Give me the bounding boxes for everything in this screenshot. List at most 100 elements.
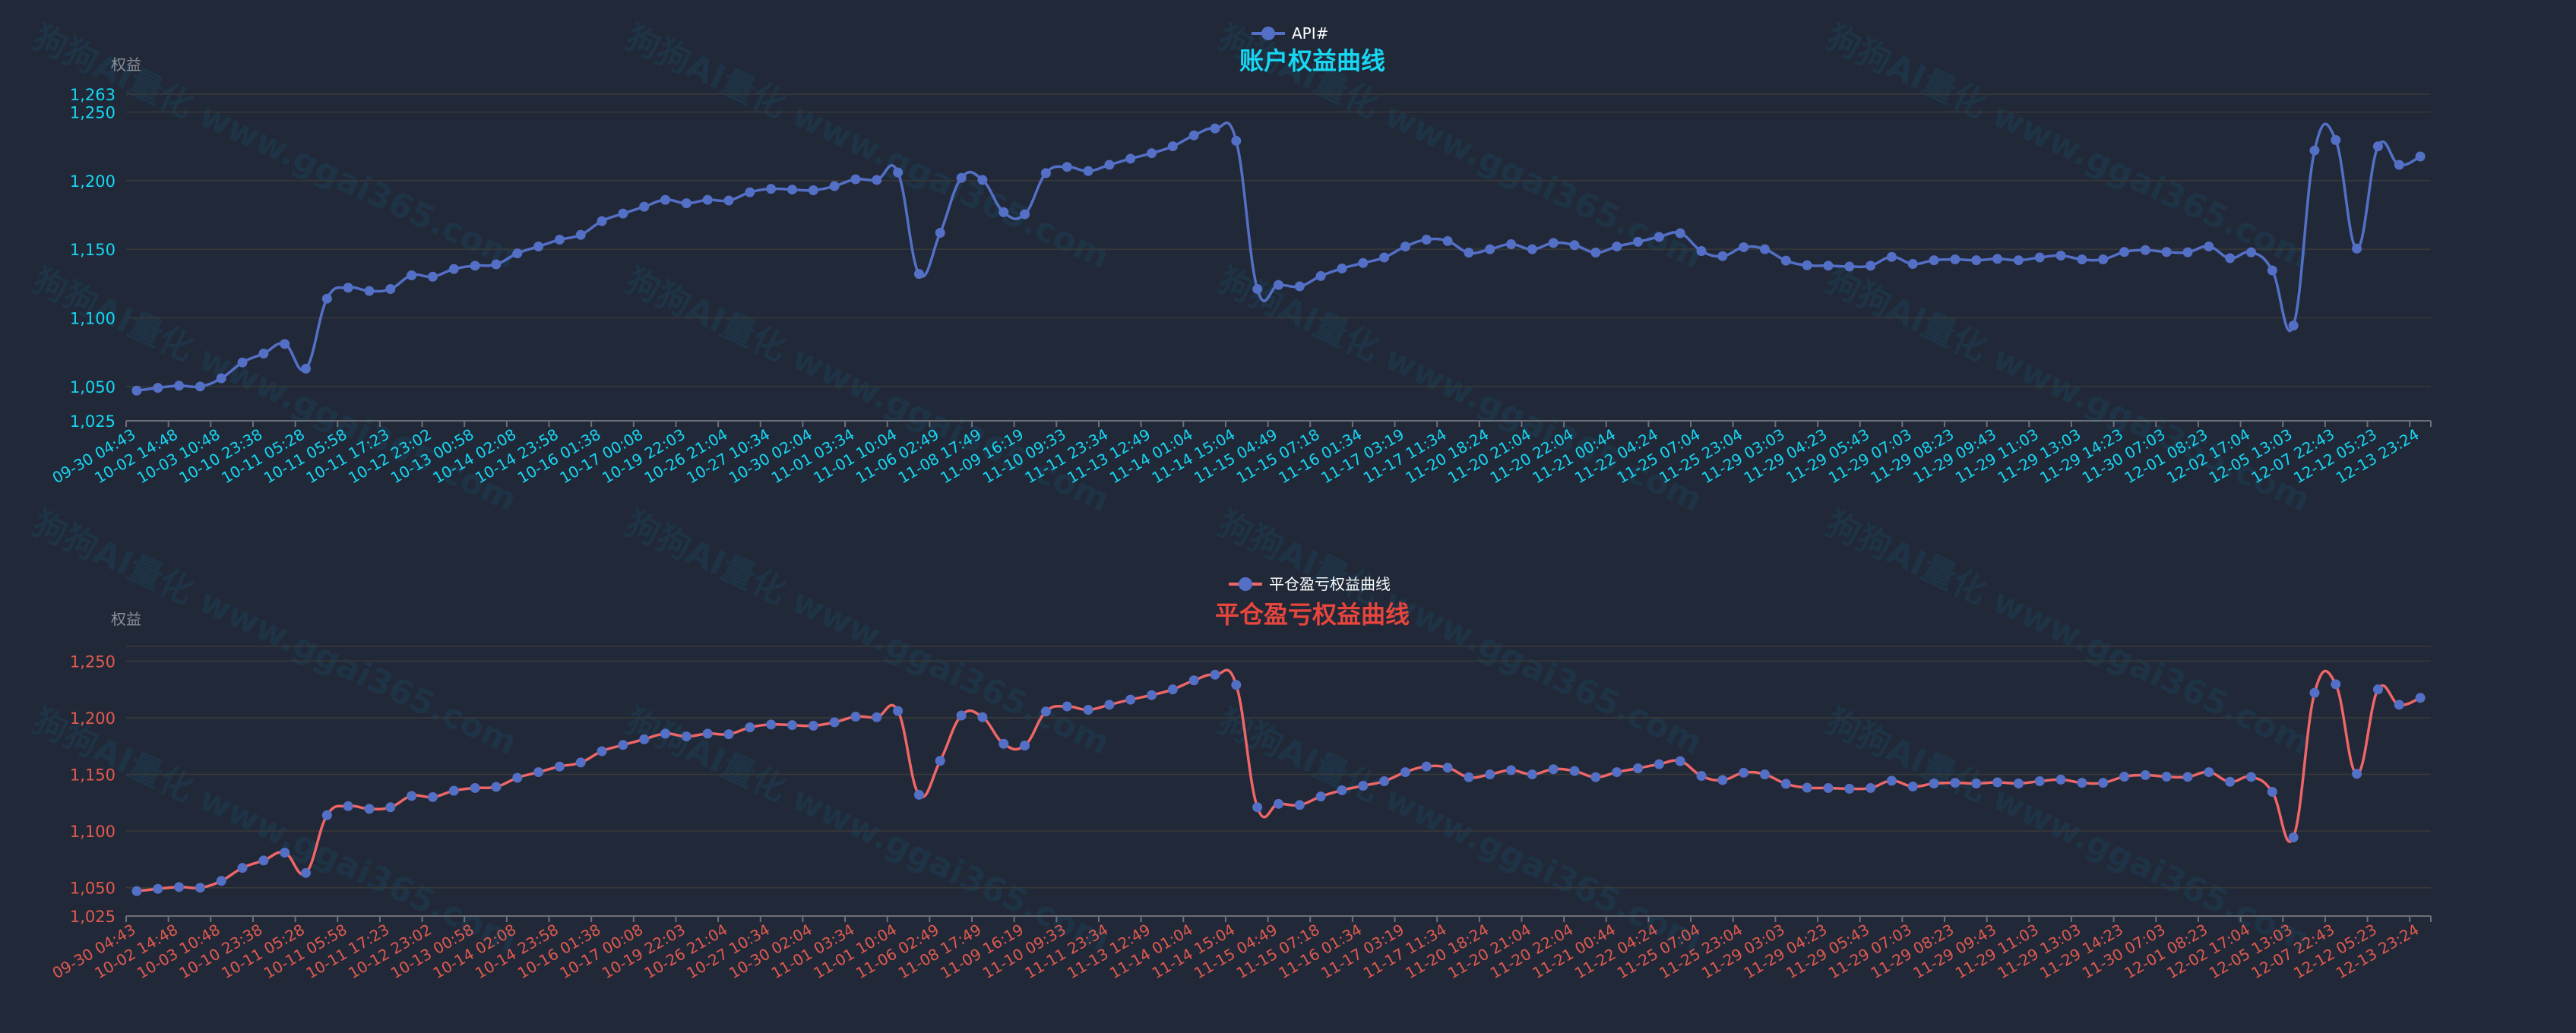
data-point [2288,321,2299,331]
data-point [1167,684,1178,695]
data-point [1379,776,1390,786]
data-point [385,284,396,295]
data-point [321,810,332,820]
top-legend-label: API# [1292,24,1328,43]
data-point [2331,679,2341,690]
data-point [1188,130,1199,141]
data-point [2352,243,2362,254]
data-point [195,381,205,392]
data-point [533,767,544,778]
data-point [787,720,798,731]
data-point [1506,765,1517,776]
data-point [1147,148,1157,159]
data-point [1569,240,1580,251]
data-point [1844,783,1855,794]
data-point [1274,280,1283,290]
data-point [2161,247,2172,257]
data-point [723,195,734,206]
data-point [1167,141,1178,152]
data-point [2309,145,2320,156]
data-point [1675,228,1685,239]
data-point [2140,245,2150,255]
data-point [2119,247,2130,257]
data-point [1210,669,1220,680]
data-point [1252,284,1263,295]
watermark-text: 狗狗AI量化 www.ggai365.com [619,504,1115,763]
data-point [1464,248,1474,258]
data-point [2352,769,2362,779]
data-point [1971,255,1982,266]
data-point [2034,252,2045,263]
data-point [1950,254,1960,265]
data-point [935,227,945,238]
data-point [2013,255,2024,266]
data-point [1231,680,1242,690]
data-point [639,734,650,744]
data-point [1823,261,1834,271]
data-point [935,756,945,766]
y-tick-label: 1,250 [70,652,116,671]
data-point [2288,832,2299,842]
data-point [1104,700,1115,710]
data-point [1464,772,1474,782]
top-legend[interactable]: API# [1252,24,1328,43]
data-point [2225,776,2236,787]
watermark-layer: 狗狗AI量化 www.ggai365.com 狗狗AI量化 www.ggai365… [27,18,2315,960]
data-point [131,886,142,896]
data-point [1421,235,1432,245]
data-point [2415,693,2426,703]
data-point [1125,153,1136,164]
data-point [829,181,840,191]
y-tick-label: 1,025 [70,908,116,926]
data-point [153,883,163,894]
data-point [597,746,607,757]
data-point [280,847,290,858]
data-point [850,174,861,185]
data-point [2204,242,2214,252]
data-point [1802,782,1812,793]
data-point [1569,766,1580,776]
data-point [681,198,691,209]
data-point [1612,767,1622,778]
data-point [977,712,988,722]
data-point [1083,705,1093,716]
data-point [448,264,459,274]
data-point [1125,694,1136,705]
bottom-legend[interactable]: 平仓盈亏权益曲线 [1229,575,1391,593]
data-point [1717,775,1728,785]
data-point [258,855,269,866]
data-point [385,802,396,813]
data-point [1421,761,1432,772]
data-point [1633,763,1644,773]
watermark-text: 狗狗AI量化 www.ggai365.com [1820,504,2315,763]
data-point [1696,770,1707,781]
y-tick-label: 1,250 [70,103,116,122]
data-point [2415,151,2426,162]
data-point [1675,756,1685,766]
data-point [660,194,671,205]
top-chart-title: 账户权益曲线 [1239,46,1385,75]
data-point [2372,141,2383,152]
data-point [301,867,312,878]
data-point [745,187,755,197]
data-point [1337,263,1347,273]
y-tick-label: 1,100 [70,823,116,841]
data-point [1844,261,1855,272]
data-point [723,729,734,740]
data-point [153,383,163,393]
data-point [829,717,840,728]
data-point [2182,772,2193,782]
data-point [1020,741,1030,751]
data-point [301,363,312,374]
data-point [1654,232,1664,242]
data-point [2331,134,2341,145]
data-point [1866,261,1876,271]
data-point [681,731,691,742]
data-point [1929,778,1939,788]
y-tick-label: 1,025 [70,412,116,431]
watermark-text: 狗狗AI量化 www.ggai365.com [1820,18,2315,276]
data-point [956,710,967,721]
data-point [998,207,1009,217]
data-point [2055,774,2066,785]
data-point [237,357,248,368]
